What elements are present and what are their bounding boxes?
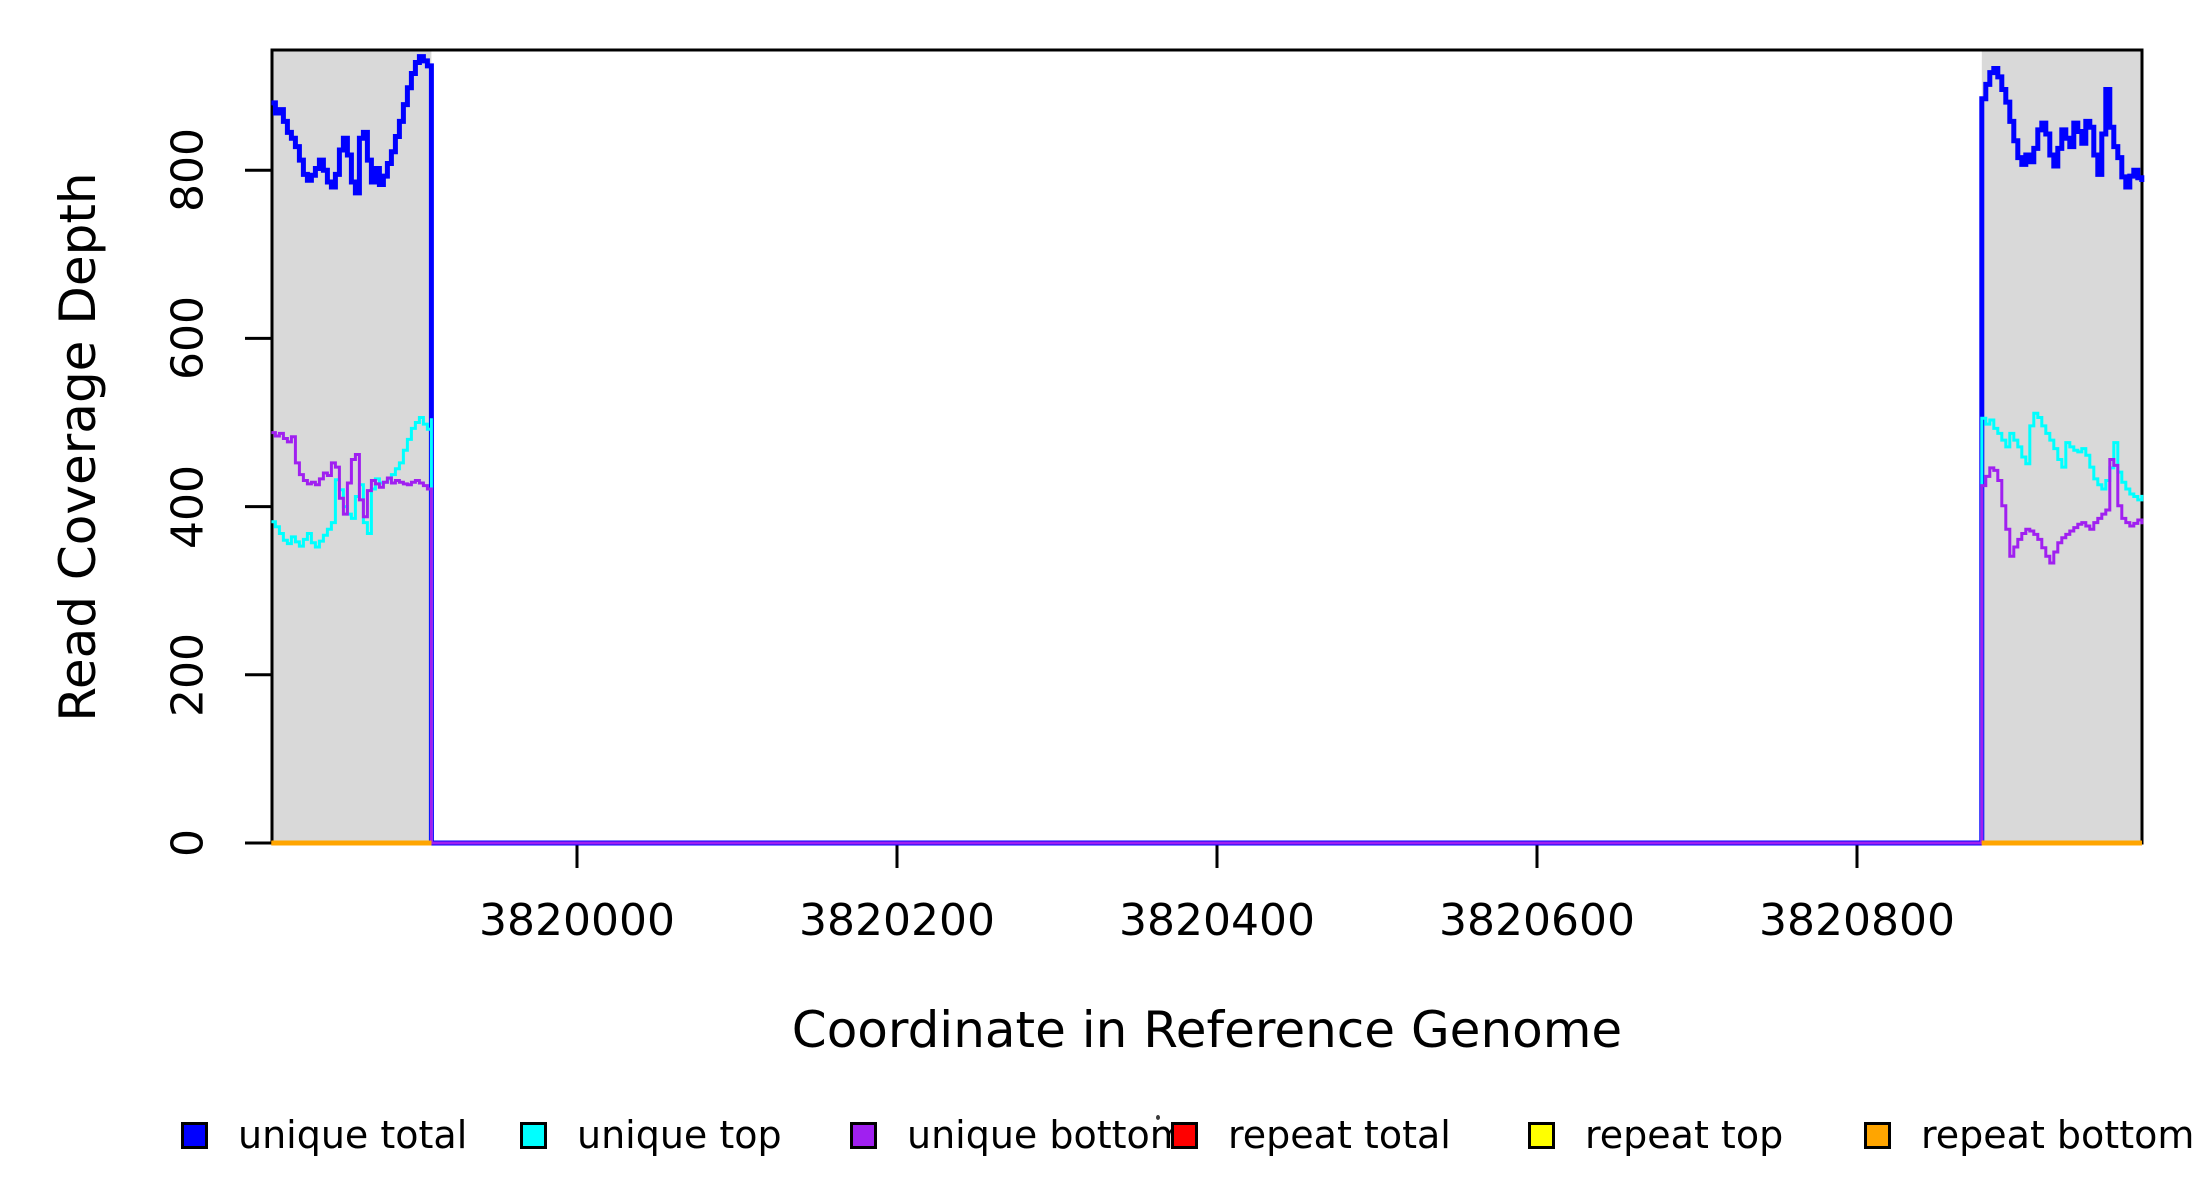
legend-swatch-repeat-total bbox=[1171, 1121, 1198, 1149]
x-tick-label-3820000: 3820000 bbox=[479, 895, 675, 946]
legend-label: repeat bottom bbox=[1921, 1113, 2195, 1157]
y-tick-label-200: 200 bbox=[162, 632, 214, 717]
y-tick-label-800: 800 bbox=[162, 128, 214, 213]
legend-swatch-unique-bottom bbox=[850, 1121, 877, 1149]
legend-item-repeat-top: repeat top bbox=[1528, 1113, 1783, 1157]
x-axis-title: Coordinate in Reference Genome bbox=[791, 1001, 1623, 1059]
legend-item-repeat-total: repeat total bbox=[1171, 1113, 1451, 1157]
y-tick-label-400: 400 bbox=[162, 464, 214, 549]
legend-item-unique-total: unique total bbox=[181, 1113, 467, 1157]
legend-artifact-dot bbox=[1156, 1115, 1160, 1120]
legend-swatch-unique-top bbox=[520, 1121, 547, 1149]
legend-label: unique top bbox=[577, 1113, 782, 1157]
legend-label: repeat total bbox=[1228, 1113, 1451, 1157]
x-tick-label-3820200: 3820200 bbox=[799, 895, 995, 946]
legend-item-repeat-bottom: repeat bottom bbox=[1864, 1113, 2194, 1157]
plot-box bbox=[270, 48, 2144, 845]
legend-item-unique-bottom: unique bottom bbox=[850, 1113, 1187, 1157]
legend-label: repeat top bbox=[1585, 1113, 1784, 1157]
legend-swatch-repeat-bottom bbox=[1864, 1121, 1891, 1149]
series-line-unique-bottom bbox=[271, 431, 2144, 845]
series-line-unique-top bbox=[271, 411, 2144, 845]
series-line-unique-total bbox=[271, 54, 2145, 846]
y-tick-label-0: 0 bbox=[162, 829, 214, 857]
x-tick-label-3820800: 3820800 bbox=[1759, 895, 1955, 946]
legend-label: unique total bbox=[238, 1113, 468, 1157]
y-axis-title: Read Coverage Depth bbox=[49, 172, 107, 722]
legend-swatch-unique-total bbox=[181, 1121, 208, 1149]
y-tick-label-600: 600 bbox=[162, 296, 214, 381]
legend-label: unique bottom bbox=[907, 1113, 1187, 1157]
x-tick-label-3820400: 3820400 bbox=[1119, 895, 1315, 946]
legend-swatch-repeat-top bbox=[1528, 1121, 1555, 1149]
legend-item-unique-top: unique top bbox=[520, 1113, 782, 1157]
x-tick-label-3820600: 3820600 bbox=[1439, 895, 1635, 946]
